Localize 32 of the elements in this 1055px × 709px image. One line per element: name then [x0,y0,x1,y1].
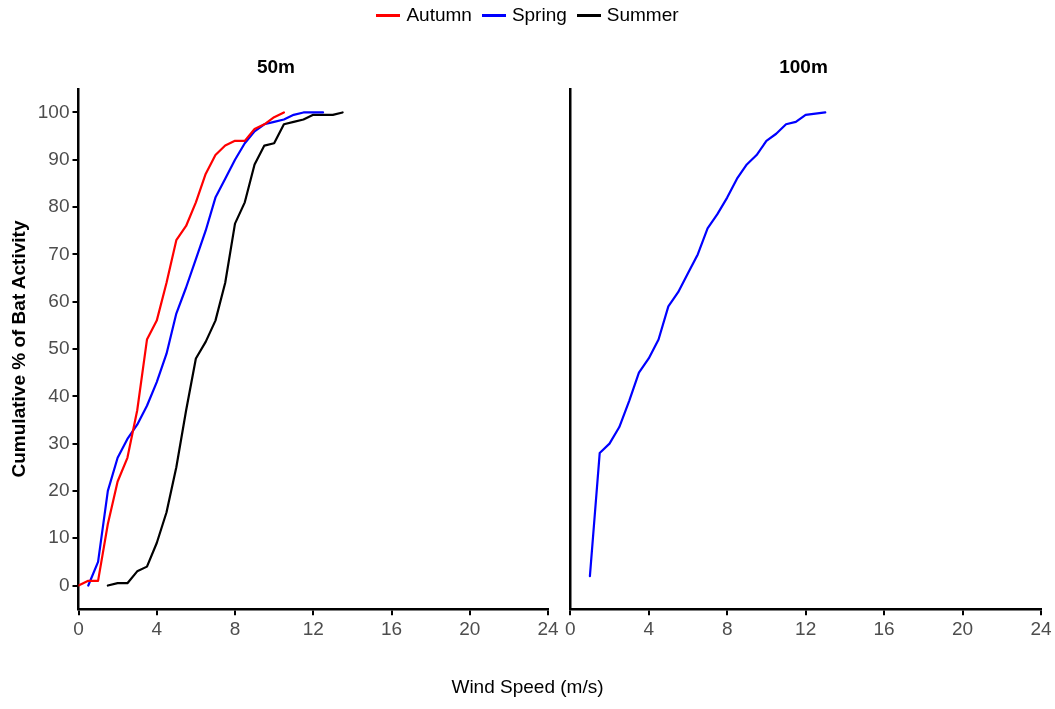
x-tick-label: 16 [380,617,403,639]
x-tick-label: 8 [229,617,241,639]
x-tick-label: 16 [873,617,895,639]
x-tick-label: 4 [643,617,655,639]
legend-label: Autumn [406,4,472,26]
x-tick-label: 24 [1030,617,1052,639]
y-tick-label: 50 [48,337,70,359]
legend-label: Summer [606,4,679,26]
y-axis-title: Cumulative % of Bat Activity [7,220,29,478]
y-tick-label: 40 [48,384,70,406]
y-tick-label: 80 [48,195,70,217]
x-tick-label: 8 [721,617,733,639]
x-tick-label: 24 [537,617,559,639]
y-tick-label: 30 [48,431,70,453]
x-tick-label: 4 [151,617,163,639]
y-tick-label: 100 [37,100,70,122]
y-tick-label: 70 [48,242,70,264]
legend-label: Spring [511,4,567,26]
chart-title: 100m [779,55,828,77]
x-tick-label: 20 [951,617,974,639]
chart-title: 50m [256,55,296,77]
y-tick-label: 10 [48,526,70,548]
x-tick-label: 12 [795,617,817,639]
y-tick-label: 60 [48,289,70,311]
x-tick-label: 12 [302,617,324,639]
x-tick-label: 0 [564,617,576,639]
x-axis-title: Wind Speed (m/s) [450,676,605,698]
y-tick-label: 20 [48,479,70,501]
y-tick-label: 0 [58,573,70,595]
x-tick-label: 0 [73,617,84,639]
y-tick-label: 90 [48,148,70,169]
x-tick-label: 20 [459,617,481,639]
